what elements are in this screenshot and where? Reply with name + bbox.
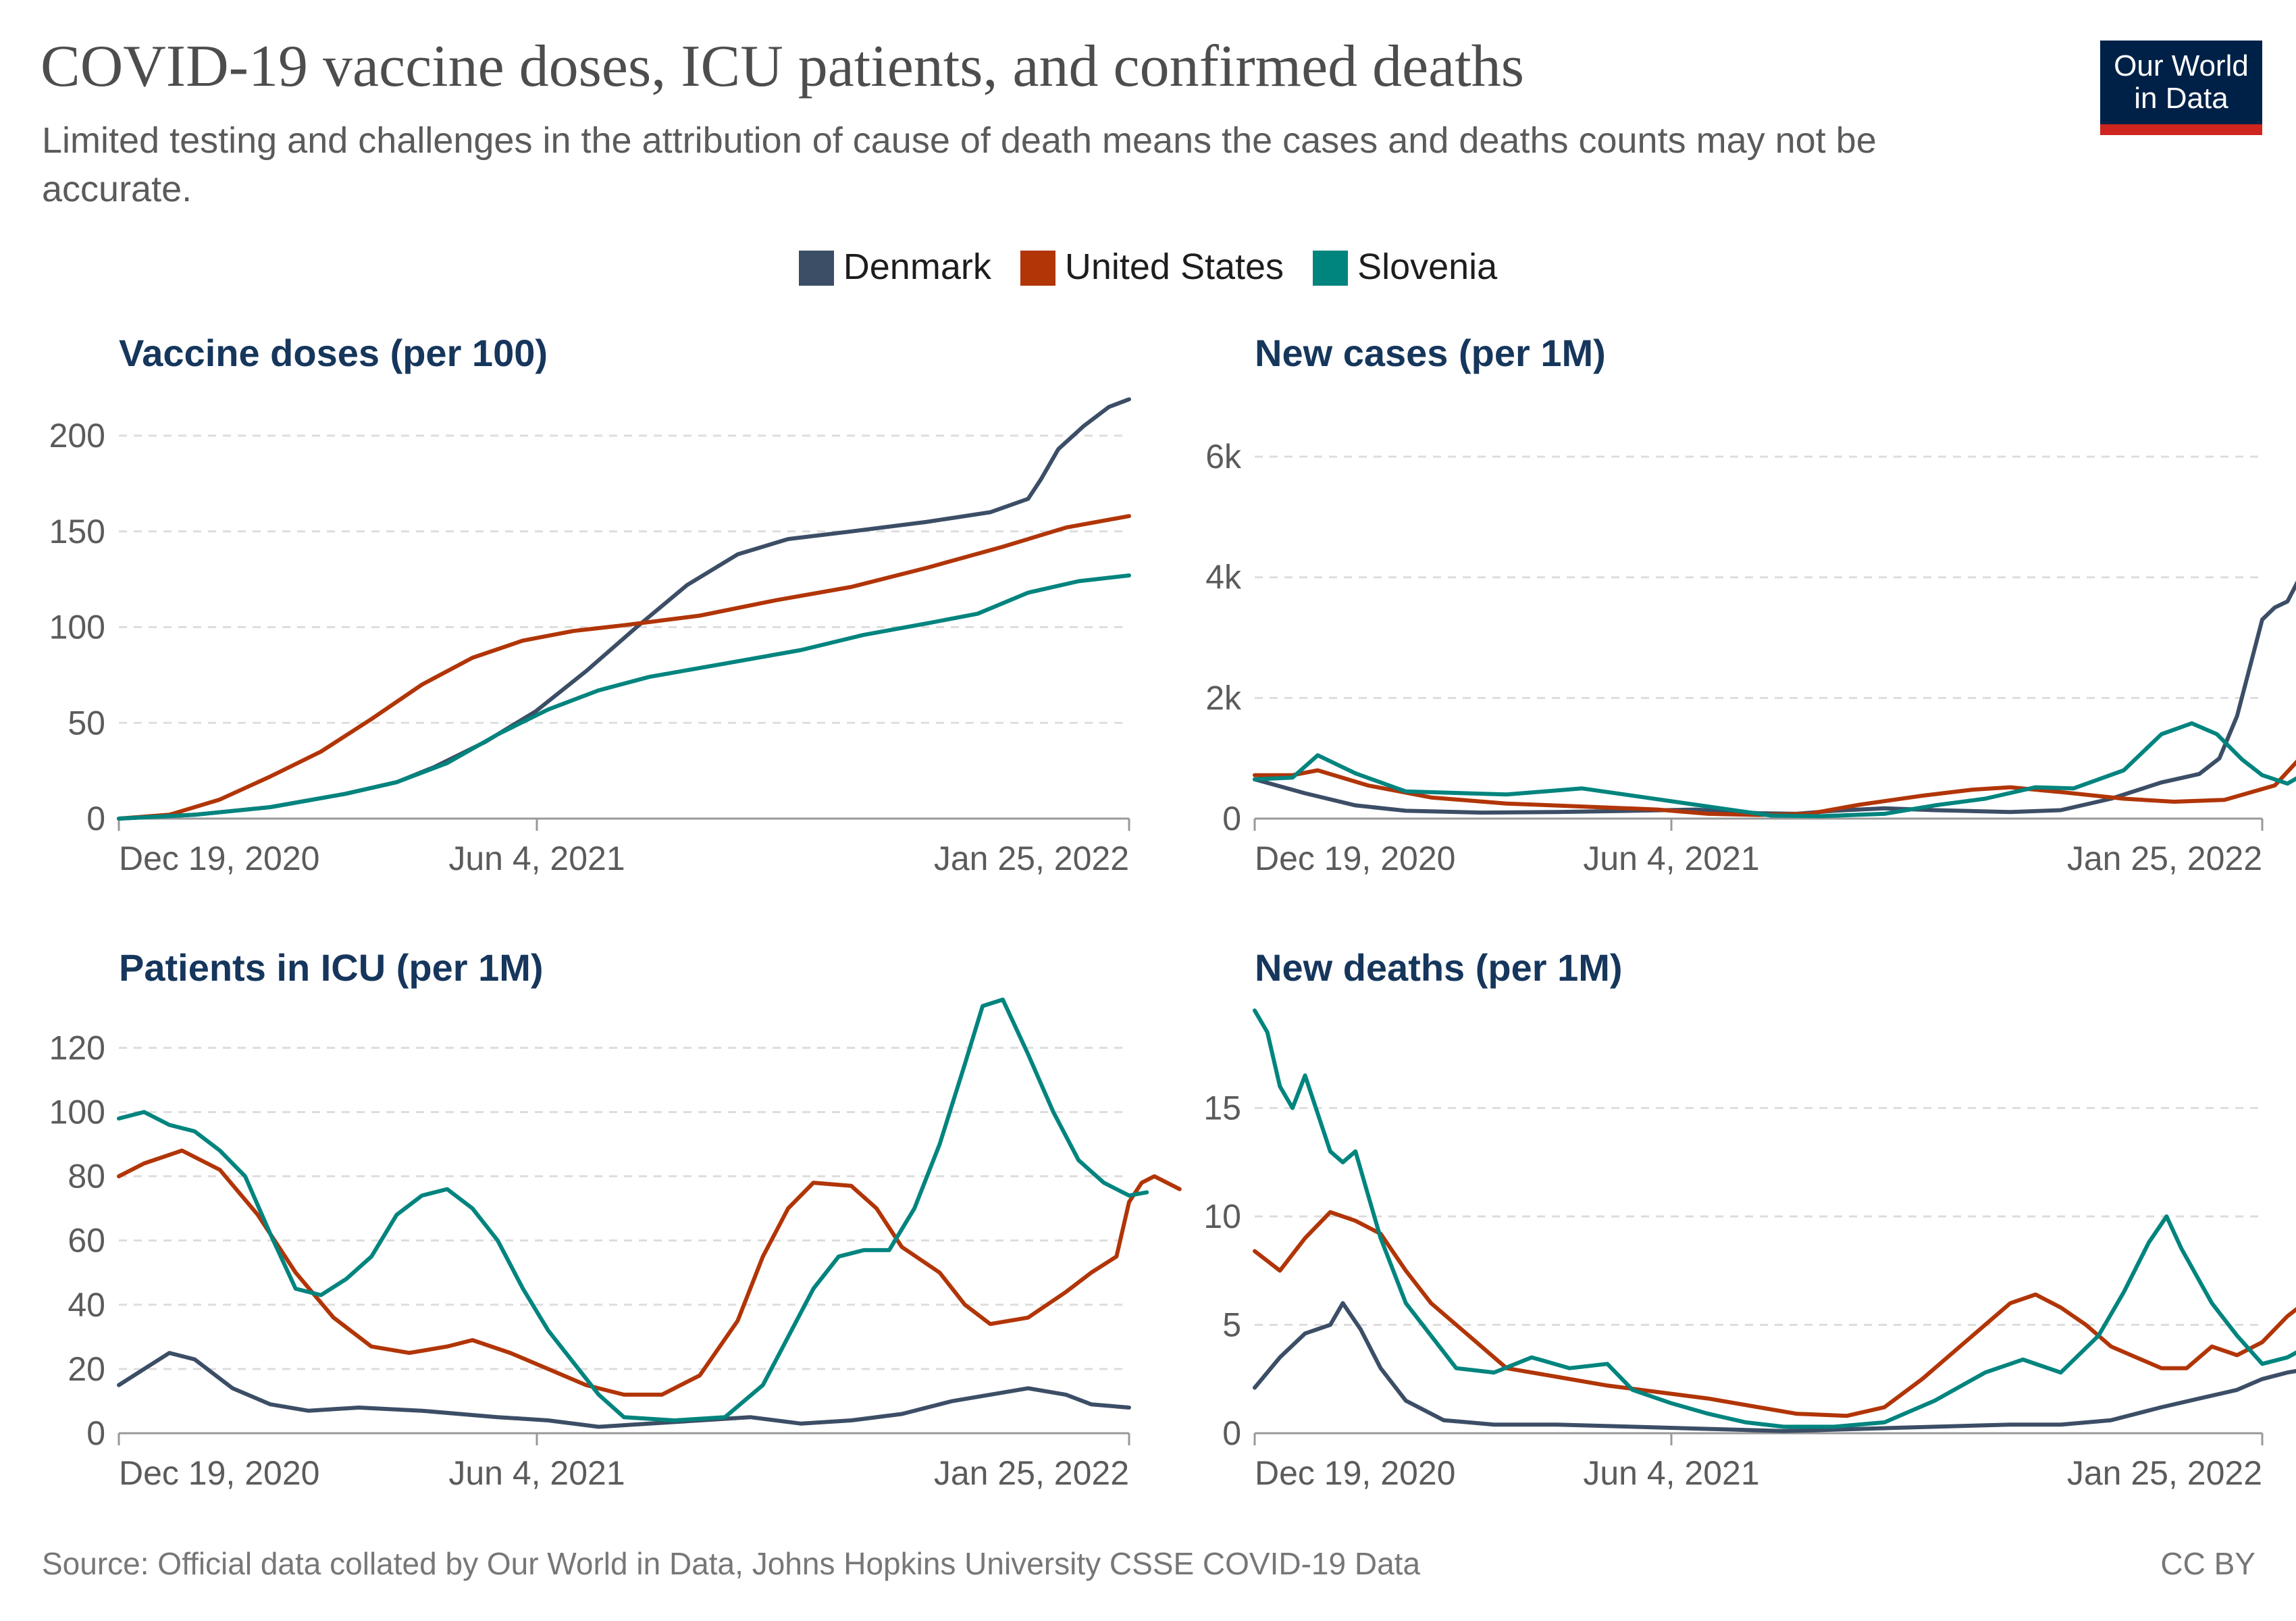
series-line-new-cases-united-states	[1253, 759, 2296, 817]
x-tick-label: Jun 4, 2021	[448, 1454, 625, 1492]
owid-logo[interactable]: Our World in Data	[2100, 41, 2262, 135]
x-tick-label: Dec 19, 2020	[119, 1454, 319, 1492]
series-line-new-cases-slovenia	[1253, 721, 2296, 819]
y-tick-label: 200	[49, 417, 105, 455]
legend-item-united-states[interactable]: United States	[1020, 246, 1284, 288]
x-tick-label: Jan 25, 2022	[934, 840, 1129, 877]
y-tick-label: 0	[86, 1414, 105, 1452]
y-tick-label: 4k	[1205, 559, 1242, 596]
x-tick-label: Jun 4, 2021	[448, 840, 625, 877]
legend-item-denmark[interactable]: Denmark	[798, 246, 991, 288]
panel-title-icu-patients: Patients in ICU (per 1M)	[119, 946, 544, 989]
x-tick-label: Jan 25, 2022	[934, 1454, 1129, 1492]
legend-item-slovenia[interactable]: Slovenia	[1313, 246, 1497, 288]
y-tick-label: 20	[68, 1350, 105, 1388]
y-tick-label: 15	[1203, 1089, 1241, 1127]
series-line-vaccine-doses-denmark	[117, 397, 1131, 821]
x-tick-label: Jun 4, 2021	[1583, 1454, 1759, 1492]
y-tick-label: 2k	[1205, 679, 1242, 717]
source-note: Source: Official data collated by Our Wo…	[42, 1546, 1421, 1581]
series-line-new-deaths-united-states	[1253, 1210, 2296, 1418]
x-tick-label: Jun 4, 2021	[1583, 840, 1759, 877]
series-line-new-cases-denmark	[1253, 580, 2296, 816]
legend-label: Slovenia	[1357, 246, 1498, 287]
series-line-icu-patients-denmark	[117, 1351, 1131, 1429]
y-tick-label: 100	[49, 1093, 105, 1131]
chart-title: COVID-19 vaccine doses, ICU patients, an…	[41, 34, 1524, 99]
series-line-vaccine-doses-united-states	[117, 514, 1131, 821]
owid-logo-line2: in Data	[2134, 82, 2228, 115]
panel-title-vaccine-doses: Vaccine doses (per 100)	[119, 332, 548, 374]
legend-label: United States	[1064, 246, 1284, 287]
license-link[interactable]: CC BY	[2160, 1546, 2255, 1581]
y-tick-label: 5	[1222, 1306, 1241, 1344]
y-tick-label: 0	[1222, 800, 1241, 838]
panel-title-new-deaths: New deaths (per 1M)	[1255, 946, 1623, 989]
x-tick-label: Jan 25, 2022	[2067, 840, 2262, 877]
x-tick-label: Dec 19, 2020	[119, 840, 319, 877]
legend-swatch	[1313, 250, 1349, 286]
y-tick-label: 80	[68, 1158, 105, 1195]
y-tick-label: 60	[68, 1222, 105, 1260]
owid-logo-line1: Our World	[2114, 49, 2249, 82]
series-line-new-deaths-slovenia	[1253, 1008, 2296, 1429]
series-line-vaccine-doses-slovenia	[117, 573, 1131, 821]
legend: Denmark United States Slovenia	[0, 243, 2296, 288]
x-tick-label: Jan 25, 2022	[2067, 1454, 2262, 1492]
y-tick-label: 120	[49, 1029, 105, 1066]
series-line-icu-patients-slovenia	[117, 998, 1149, 1422]
y-tick-label: 0	[1222, 1414, 1241, 1452]
panel-title-new-cases: New cases (per 1M)	[1255, 332, 1606, 374]
y-tick-label: 100	[49, 609, 105, 646]
legend-swatch	[798, 250, 834, 286]
chart-subtitle: Limited testing and challenges in the at…	[42, 120, 1877, 209]
y-tick-label: 6k	[1205, 438, 1242, 475]
owid-logo-bar	[2100, 124, 2262, 135]
owid-logo-text: Our World in Data	[2100, 50, 2262, 115]
y-tick-label: 50	[68, 704, 105, 742]
y-tick-label: 150	[49, 513, 105, 550]
y-tick-label: 0	[86, 800, 105, 838]
x-tick-label: Dec 19, 2020	[1255, 840, 1455, 877]
series-line-new-deaths-denmark	[1253, 1301, 2296, 1433]
legend-swatch	[1020, 250, 1055, 286]
x-tick-label: Dec 19, 2020	[1255, 1454, 1455, 1492]
y-tick-label: 40	[68, 1286, 105, 1324]
y-tick-label: 10	[1203, 1198, 1241, 1235]
series-line-icu-patients-united-states	[117, 1148, 1182, 1397]
legend-label: Denmark	[843, 246, 991, 287]
